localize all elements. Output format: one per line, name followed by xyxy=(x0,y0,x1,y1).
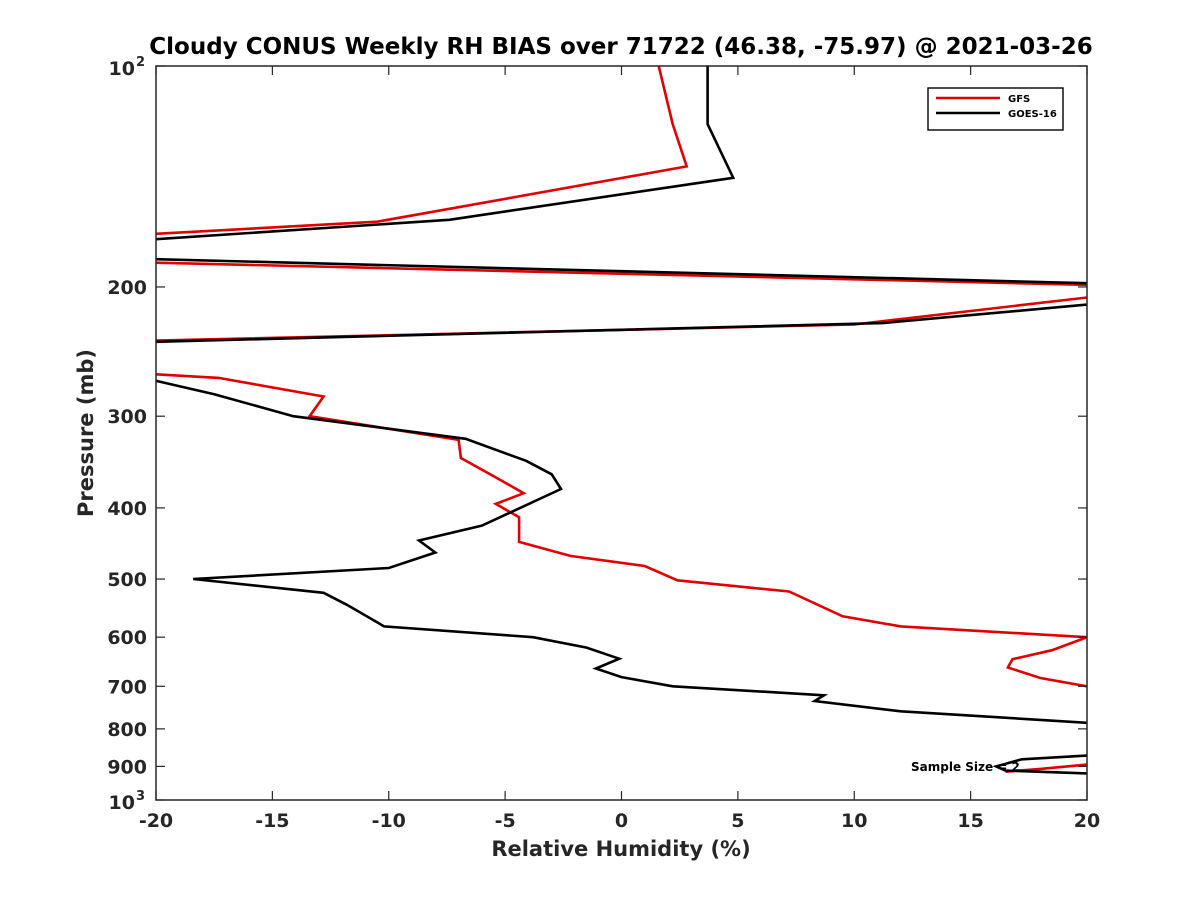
y-tick-label: 500 xyxy=(107,569,147,591)
y-axis-label: Pressure (mb) xyxy=(74,349,98,517)
x-axis-label: Relative Humidity (%) xyxy=(491,837,750,861)
y-tick-label: 700 xyxy=(107,676,147,698)
y-tick-label-exponent: 3 xyxy=(136,789,145,804)
y-tick-label: 800 xyxy=(107,719,147,741)
x-tick-label: -15 xyxy=(255,810,289,832)
y-tick-label: 400 xyxy=(107,498,147,520)
y-tick-label-exponent: 2 xyxy=(136,55,145,70)
x-tick-label: -20 xyxy=(139,810,173,832)
x-tick-label: -5 xyxy=(495,810,516,832)
y-tick-label: 900 xyxy=(107,756,147,778)
chart-title: Cloudy CONUS Weekly RH BIAS over 71722 (… xyxy=(149,34,1092,60)
y-tick-label-power: 10 2 xyxy=(109,55,146,80)
legend-box xyxy=(927,87,1064,131)
x-tick-label: -10 xyxy=(372,810,406,832)
legend-label-goes-16: GOES-16 xyxy=(1008,109,1057,120)
x-axis-ticks: -20 -15 -10 -5 0 5 10 15 20 xyxy=(139,66,1100,832)
y-tick-label: 300 xyxy=(107,406,147,428)
sample-size-annotation: Sample Size = 2 xyxy=(911,760,1020,774)
x-tick-label: 10 xyxy=(841,810,867,832)
series-line-gfs xyxy=(156,66,1087,688)
series-line-goes-16 xyxy=(156,66,1087,725)
series-layer xyxy=(156,66,1087,775)
x-tick-label: 15 xyxy=(957,810,983,832)
y-tick-label-base: 10 xyxy=(109,792,135,814)
series-line-segment-3 xyxy=(992,754,1087,775)
x-tick-label: 0 xyxy=(615,810,628,832)
y-tick-label-base: 10 xyxy=(109,58,135,80)
plot-frame xyxy=(155,65,1088,801)
x-tick-label: 20 xyxy=(1074,810,1100,832)
y-tick-label: 600 xyxy=(107,627,147,649)
legend: GFS GOES-16 xyxy=(927,87,1064,131)
legend-label-gfs: GFS xyxy=(1008,94,1030,105)
y-tick-label: 200 xyxy=(107,277,147,299)
y-tick-label-power: 10 3 xyxy=(109,789,146,814)
x-tick-label: 5 xyxy=(731,810,744,832)
